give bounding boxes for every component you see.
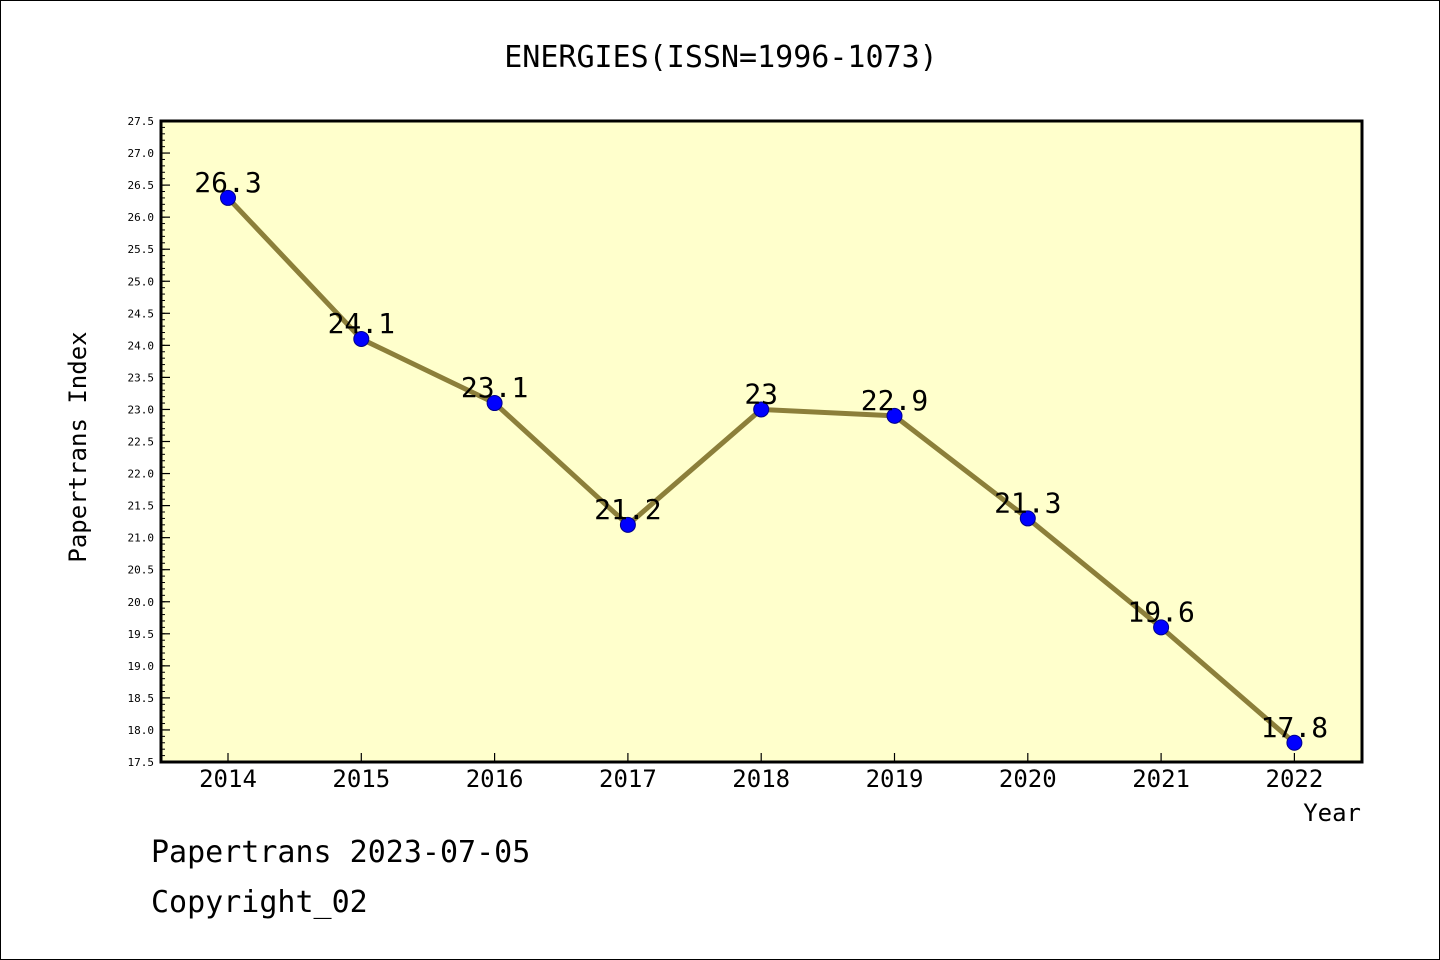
data-label: 19.6 <box>1127 595 1194 628</box>
y-axis-label: Papertrans Index <box>64 331 92 562</box>
x-tick-label: 2015 <box>332 765 390 793</box>
y-tick-label: 24.0 <box>128 339 155 352</box>
chart-title: ENERGIES(ISSN=1996-1073) <box>504 40 937 75</box>
x-tick-label: 2019 <box>866 765 924 793</box>
data-label: 23 <box>744 377 778 410</box>
x-tick-label: 2021 <box>1132 765 1190 793</box>
data-point <box>886 407 903 424</box>
x-tick-label: 2020 <box>999 765 1057 793</box>
y-tick-label: 18.0 <box>128 724 155 737</box>
x-axis-ticks: 2014 2015 2016 2017 2018 2019 2020 2021 2022 <box>199 753 1323 793</box>
plot-area <box>159 119 1364 764</box>
x-tick-label: 2016 <box>466 765 524 793</box>
y-axis-ticks: 17.5 18.0 18.5 19.0 19.5 20.0 20.5 21.0 21.5 22.0… <box>128 115 170 769</box>
y-tick-label: 19.0 <box>128 660 155 673</box>
y-tick-label: 25.5 <box>128 243 155 256</box>
data-point <box>220 189 236 206</box>
data-label: 21.3 <box>994 486 1061 519</box>
x-tick-label: 2017 <box>599 765 657 793</box>
y-tick-label: 26.5 <box>128 179 155 192</box>
y-tick-label: 26.0 <box>128 211 155 224</box>
x-tick-label: 2018 <box>732 765 790 793</box>
y-tick-label: 21.0 <box>128 532 155 545</box>
data-point <box>619 516 636 533</box>
y-tick-label: 17.5 <box>128 756 155 769</box>
y-tick-label: 24.5 <box>128 307 155 320</box>
footer-copyright: Copyright_02 <box>151 885 368 920</box>
y-tick-label: 21.5 <box>128 500 155 513</box>
y-tick-label: 23.5 <box>128 371 155 384</box>
data-point <box>753 401 770 418</box>
x-tick-label: 2022 <box>1266 765 1324 793</box>
data-label: 17.8 <box>1261 711 1328 744</box>
data-point <box>486 395 503 412</box>
y-tick-label: 27.0 <box>128 147 155 160</box>
data-point <box>1153 619 1170 636</box>
data-point <box>353 330 370 347</box>
footer-date-line: Papertrans 2023-07-05 <box>151 835 531 870</box>
y-tick-label: 22.5 <box>128 436 155 449</box>
data-label: 21.2 <box>594 493 661 526</box>
data-point <box>1019 510 1036 527</box>
y-tick-label: 25.0 <box>128 275 155 288</box>
data-label: 22.9 <box>861 384 928 417</box>
data-labels: 26.3 24.1 23.1 21.2 23 22.9 21.3 19.6 17.8 <box>194 166 1328 744</box>
data-label: 26.3 <box>194 166 261 199</box>
series-line-group <box>220 189 1303 751</box>
y-tick-label: 23.0 <box>128 403 155 416</box>
y-tick-label: 22.0 <box>128 468 155 481</box>
y-tick-label: 27.5 <box>128 115 155 128</box>
y-tick-label: 20.5 <box>128 564 155 577</box>
data-label: 24.1 <box>328 307 395 340</box>
data-label: 23.1 <box>461 371 528 404</box>
y-tick-label: 18.5 <box>128 692 155 705</box>
y-tick-label: 19.5 <box>128 628 155 641</box>
data-point <box>1286 734 1303 751</box>
x-axis-label: Year <box>1303 799 1361 827</box>
y-tick-label: 20.0 <box>128 596 155 609</box>
x-tick-label: 2014 <box>199 765 257 793</box>
